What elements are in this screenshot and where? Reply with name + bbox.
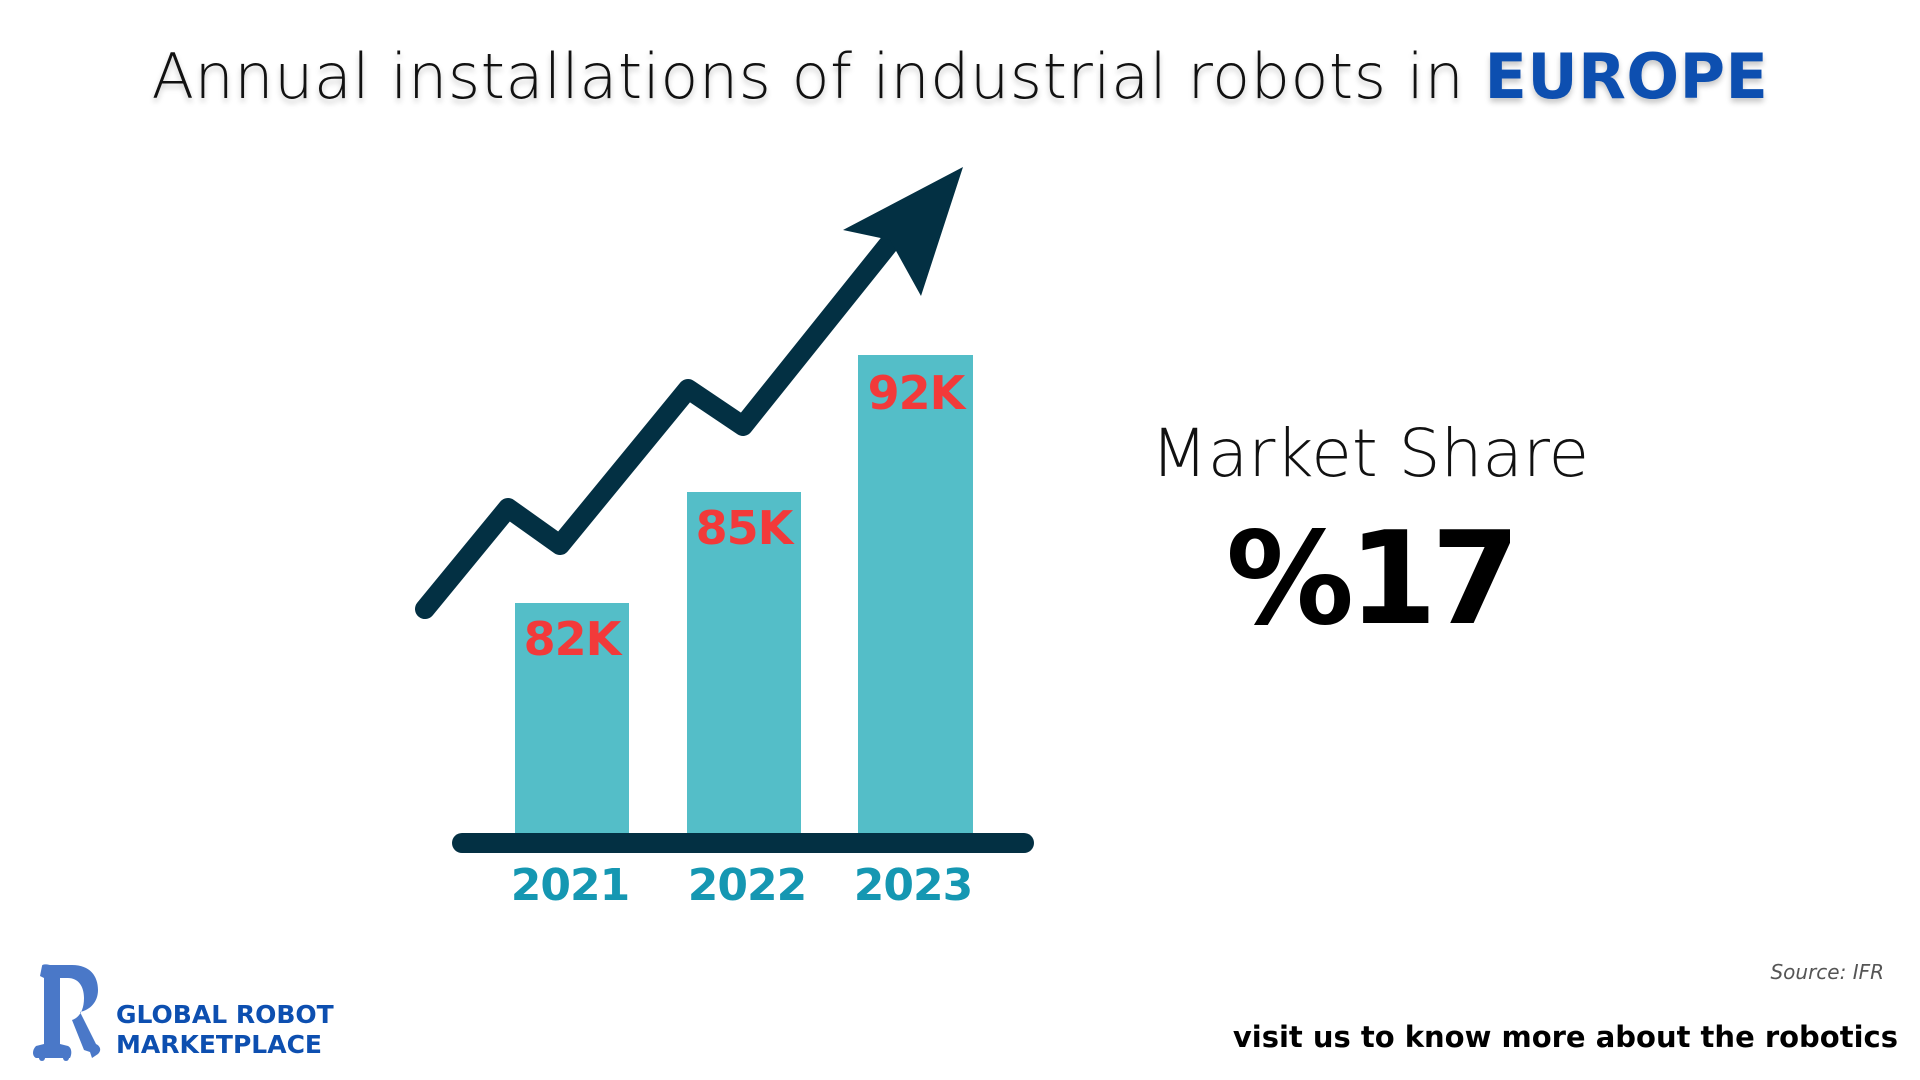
logo-line-1: GLOBAL ROBOT <box>116 1000 334 1029</box>
bar-value-2021: 82K <box>523 612 622 666</box>
bar-value-2022: 85K <box>695 501 794 555</box>
trend-arrow-line <box>415 205 922 619</box>
market-share-value: %17 <box>1225 505 1520 654</box>
source-note: Source: IFR <box>1770 960 1884 984</box>
robot-r-logo-icon <box>33 964 101 1061</box>
page-title: Annual installations of industrial robot… <box>0 40 1920 113</box>
x-label-2021: 2021 <box>510 860 630 911</box>
bar-2021 <box>515 603 629 840</box>
x-label-2022: 2022 <box>687 860 807 911</box>
bar-2023 <box>858 355 973 840</box>
market-share-label: Market Share <box>1150 415 1590 492</box>
cta-text: visit us to know more about the robotics <box>1232 1020 1898 1054</box>
trend-arrow-head-icon <box>843 167 963 296</box>
logo-text: GLOBAL ROBOT MARKETPLACE <box>116 1000 334 1060</box>
title-prefix: Annual installations of industrial robot… <box>151 40 1465 113</box>
bar-2022 <box>687 492 801 840</box>
title-highlight: EUROPE <box>1484 40 1769 113</box>
x-label-2023: 2023 <box>853 860 973 911</box>
logo-line-2: MARKETPLACE <box>116 1030 323 1059</box>
bar-value-2023: 92K <box>867 366 966 420</box>
